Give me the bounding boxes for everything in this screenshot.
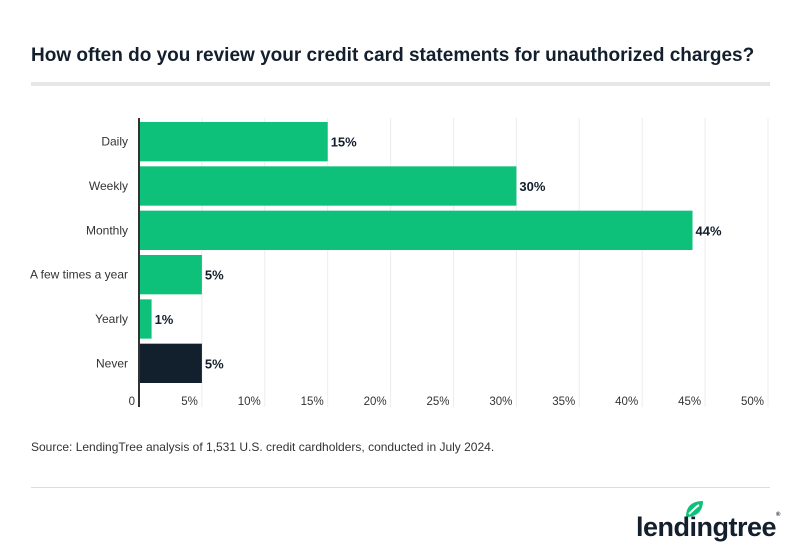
x-tick-label: 15% [301,396,324,408]
x-tick-label: 50% [741,396,764,408]
category-label: Yearly [95,312,128,326]
data-label: 5% [205,268,224,283]
data-label: 44% [696,223,722,238]
data-label: 15% [331,135,357,150]
category-label: Never [96,356,128,370]
bar [139,299,152,339]
footer-divider [31,487,770,488]
data-label: 5% [205,356,224,371]
category-label: A few times a year [30,268,128,282]
x-tick-label: 45% [678,396,701,408]
x-tick-label: 25% [426,396,449,408]
x-tick-label: 35% [552,396,575,408]
data-label: 30% [519,179,545,194]
title-rule [31,82,770,86]
x-tick-label: 5% [181,396,198,408]
category-label: Daily [101,135,128,149]
leaf-icon [686,501,703,517]
bar [139,122,328,162]
bar [139,255,202,295]
x-tick-label: 30% [489,396,512,408]
data-label: 1% [155,312,174,327]
bar [139,166,517,206]
x-tick-label: 0 [129,396,135,408]
category-label: Weekly [89,179,128,193]
x-tick-label: 10% [238,396,261,408]
chart-title: How often do you review your credit card… [31,45,755,66]
lendingtree-logo: lendingtree® [636,500,780,546]
x-tick-label: 20% [364,396,387,408]
source-note: Source: LendingTree analysis of 1,531 U.… [31,440,495,454]
category-label: Monthly [86,223,128,237]
bar [139,343,202,383]
bar [139,210,693,250]
bar-chart: 0 5% 10% 15% 20% 25% 30% 35% 40% 45% 50% Daily 15% We… [30,118,769,408]
x-tick-label: 40% [615,396,638,408]
